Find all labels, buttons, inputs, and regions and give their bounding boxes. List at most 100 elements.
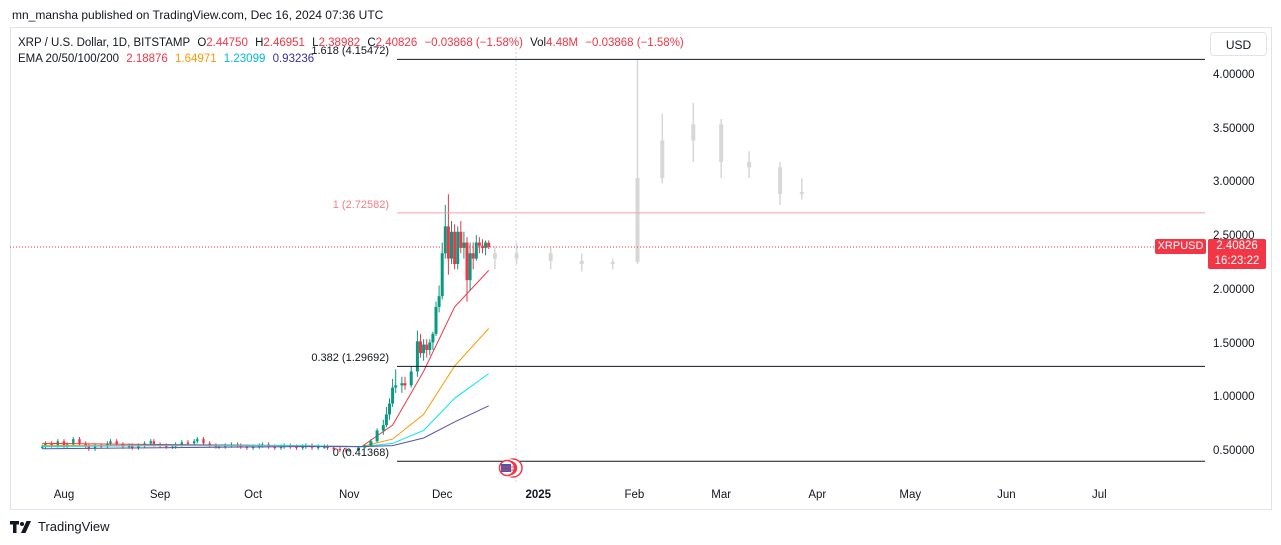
candle-body <box>471 253 475 259</box>
time-axis-tick: Sep <box>149 489 171 501</box>
ema100-value: 1.23099 <box>223 53 266 65</box>
candle-body <box>437 296 441 307</box>
history-candle-body <box>84 443 87 447</box>
time-axis-tick: Apr <box>808 489 827 501</box>
time-axis-tick: Dec <box>431 489 453 501</box>
ema-line-200 <box>42 405 489 450</box>
ema-indicator-name[interactable]: EMA 20/50/100/200 <box>18 53 120 65</box>
history-candle-body <box>186 442 190 444</box>
history-candle-body <box>196 439 199 442</box>
ema-line-20 <box>42 270 490 448</box>
candle-body <box>481 245 484 248</box>
candle-body <box>450 231 453 259</box>
brand-footer[interactable]: TradingView <box>10 519 110 534</box>
ema200-value: 0.93236 <box>272 53 315 65</box>
open-value: 2.44750 <box>206 37 248 49</box>
candle-body <box>446 226 450 259</box>
ema50-value: 1.64971 <box>175 53 217 65</box>
ema-lines <box>42 270 490 450</box>
history-candle-body <box>202 439 205 444</box>
brand-name: TradingView <box>38 519 110 534</box>
history-candle-body <box>50 443 53 446</box>
candle-body <box>369 441 373 446</box>
price-axis-tick: 1.00000 <box>1213 391 1255 404</box>
time-axis-tick: Oct <box>244 489 263 501</box>
symbol-price-tag: XRPUSD <box>1155 239 1206 254</box>
history-candle-body <box>41 446 44 449</box>
history-candle-body <box>317 446 320 449</box>
history-candle-body <box>239 445 242 448</box>
history-candle-body <box>109 441 112 444</box>
candle-body <box>487 242 491 247</box>
volume-change: −0.03868 (−1.58%) <box>585 37 684 49</box>
history-candle-body <box>301 446 304 449</box>
price-axis-tick: 0.50000 <box>1213 445 1255 457</box>
candle-body <box>381 425 385 431</box>
price-axis-tick: 1.50000 <box>1213 337 1255 350</box>
bar-countdown: 16:23:22 <box>1214 255 1260 267</box>
ema-line-100 <box>42 373 489 448</box>
history-candle-body <box>295 446 298 449</box>
history-candle-body <box>258 445 261 448</box>
fibonacci-levels <box>397 58 1205 462</box>
candle-body <box>456 231 460 264</box>
candle-body <box>388 403 391 415</box>
candle-body <box>409 371 413 386</box>
candle-body <box>474 242 478 259</box>
last-price-value: 2.40826 <box>1216 240 1258 252</box>
candle-body <box>468 253 472 281</box>
history-candle-body <box>165 445 168 448</box>
history-candle-body <box>224 445 227 448</box>
volume-value: 4.48M <box>546 37 579 49</box>
candle-body <box>419 341 422 354</box>
candle-body <box>347 449 351 451</box>
candle-body <box>357 447 360 450</box>
price-axis-tick: 2.00000 <box>1213 283 1255 296</box>
candle-body <box>431 333 435 343</box>
history-candle-body <box>193 441 196 444</box>
time-axis-tick: Jul <box>1092 489 1107 501</box>
history-candle-body <box>106 443 109 447</box>
fib-level-label: 1 (2.72582) <box>332 198 389 211</box>
chart-frame[interactable] <box>10 27 1272 510</box>
price-axis-tick: 4.00000 <box>1213 69 1255 81</box>
history-candle-body <box>214 445 218 448</box>
fib-level-label: 0 (0.41368) <box>332 447 389 460</box>
time-axis-tick: Nov <box>338 489 360 501</box>
us-flag-icon[interactable] <box>498 458 523 478</box>
history-candle-body <box>149 441 152 444</box>
candle-body <box>477 242 481 246</box>
history-candle-body <box>78 439 81 444</box>
projection-candles <box>492 59 804 272</box>
close-value: 2.40826 <box>375 37 418 49</box>
candle-body <box>363 445 367 448</box>
candle-body <box>453 231 457 264</box>
history-candle-body <box>152 441 156 445</box>
symbol-name[interactable]: XRP / U.S. Dollar, 1D, BITSTAMP <box>18 37 191 49</box>
candle-body <box>434 306 438 334</box>
projection-candle-body <box>579 260 584 264</box>
history-candle-body <box>344 449 348 452</box>
history-candle-body <box>93 445 97 449</box>
history-candle-body <box>273 446 276 449</box>
chart-legend: XRP / U.S. Dollar, 1D, BITSTAMP O2.44750… <box>18 35 684 67</box>
candle-body <box>375 430 379 442</box>
candle-body <box>415 341 419 372</box>
candle-body <box>484 242 488 248</box>
projection-candle-body <box>747 161 752 168</box>
change-value: −0.03868 (−1.58%) <box>424 37 523 49</box>
fib-level-label: 1.618 (4.15472) <box>311 45 389 58</box>
history-candle-body <box>137 445 140 448</box>
currency-button[interactable]: USD <box>1210 32 1267 56</box>
time-axis-tick: Aug <box>53 489 75 501</box>
projection-candle-body <box>778 167 783 195</box>
history-candle-body <box>131 445 134 448</box>
low-value: 2.38982 <box>318 37 361 49</box>
price-axis-tick: 3.50000 <box>1213 122 1255 135</box>
candle-body <box>425 344 429 350</box>
ema-row: EMA 20/50/100/200 2.18876 1.64971 1.2309… <box>18 51 684 67</box>
projection-candle-body <box>691 124 696 141</box>
history-candle-body <box>87 446 90 449</box>
high-value: 2.46951 <box>263 37 305 49</box>
